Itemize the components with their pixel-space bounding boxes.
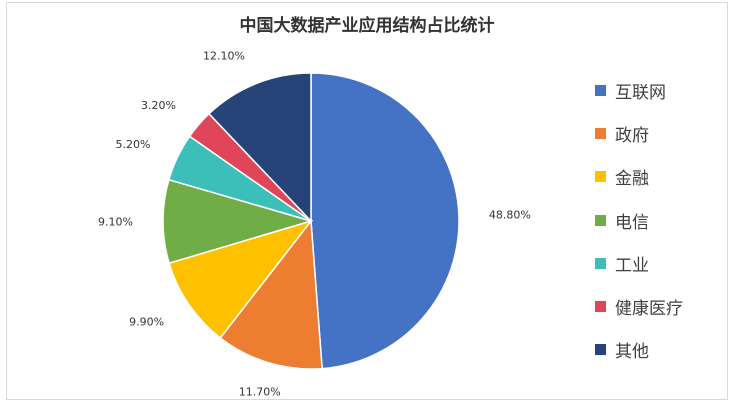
pie-slice — [207, 72, 312, 223]
legend-swatch — [595, 344, 606, 356]
legend-item: 电信 — [595, 199, 683, 242]
slice-value-label: 9.90% — [129, 316, 164, 329]
legend-item: 政府 — [595, 112, 683, 155]
chart-title: 中国大数据产业应用结构占比统计 — [239, 16, 495, 36]
chart-frame: 中国大数据产业应用结构占比统计 48.80% 11.70% 9.90% 9.10% 5.… — [6, 2, 728, 400]
legend-item: 金融 — [595, 155, 683, 198]
pie-slice — [168, 219, 314, 339]
legend-swatch — [595, 257, 606, 269]
pie-slice — [219, 219, 323, 370]
legend-item: 健康医疗 — [595, 285, 683, 328]
legend-label: 电信 — [615, 212, 649, 233]
legend-label: 健康医疗 — [615, 299, 683, 320]
slice-value-label: 48.80% — [489, 208, 531, 221]
legend-swatch — [595, 301, 606, 313]
legend-label: 工业 — [615, 255, 649, 276]
legend-swatch — [595, 214, 606, 226]
legend-item: 工业 — [595, 242, 683, 285]
slice-value-label: 5.20% — [115, 138, 150, 151]
legend-swatch — [595, 85, 606, 97]
legend-swatch — [595, 171, 606, 183]
slice-value-label: 9.10% — [98, 216, 133, 229]
pie-slice — [162, 178, 314, 265]
legend-label: 其他 — [615, 342, 649, 363]
slice-value-label: 11.70% — [239, 385, 281, 398]
legend-label: 金融 — [615, 169, 649, 190]
slice-value-label: 3.20% — [141, 99, 176, 112]
chart-legend: 互联网政府金融电信工业健康医疗其他 — [595, 69, 683, 371]
legend-swatch — [595, 128, 606, 140]
pie-slice — [310, 72, 460, 370]
legend-item: 其他 — [595, 328, 683, 371]
legend-item: 互联网 — [595, 69, 683, 112]
legend-label: 政府 — [615, 126, 649, 147]
legend-label: 互联网 — [615, 83, 666, 104]
slice-value-label: 12.10% — [203, 50, 245, 63]
pie-chart: 48.80% 11.70% 9.90% 9.10% 5.20% 3.20% 12.10% — [98, 50, 531, 399]
